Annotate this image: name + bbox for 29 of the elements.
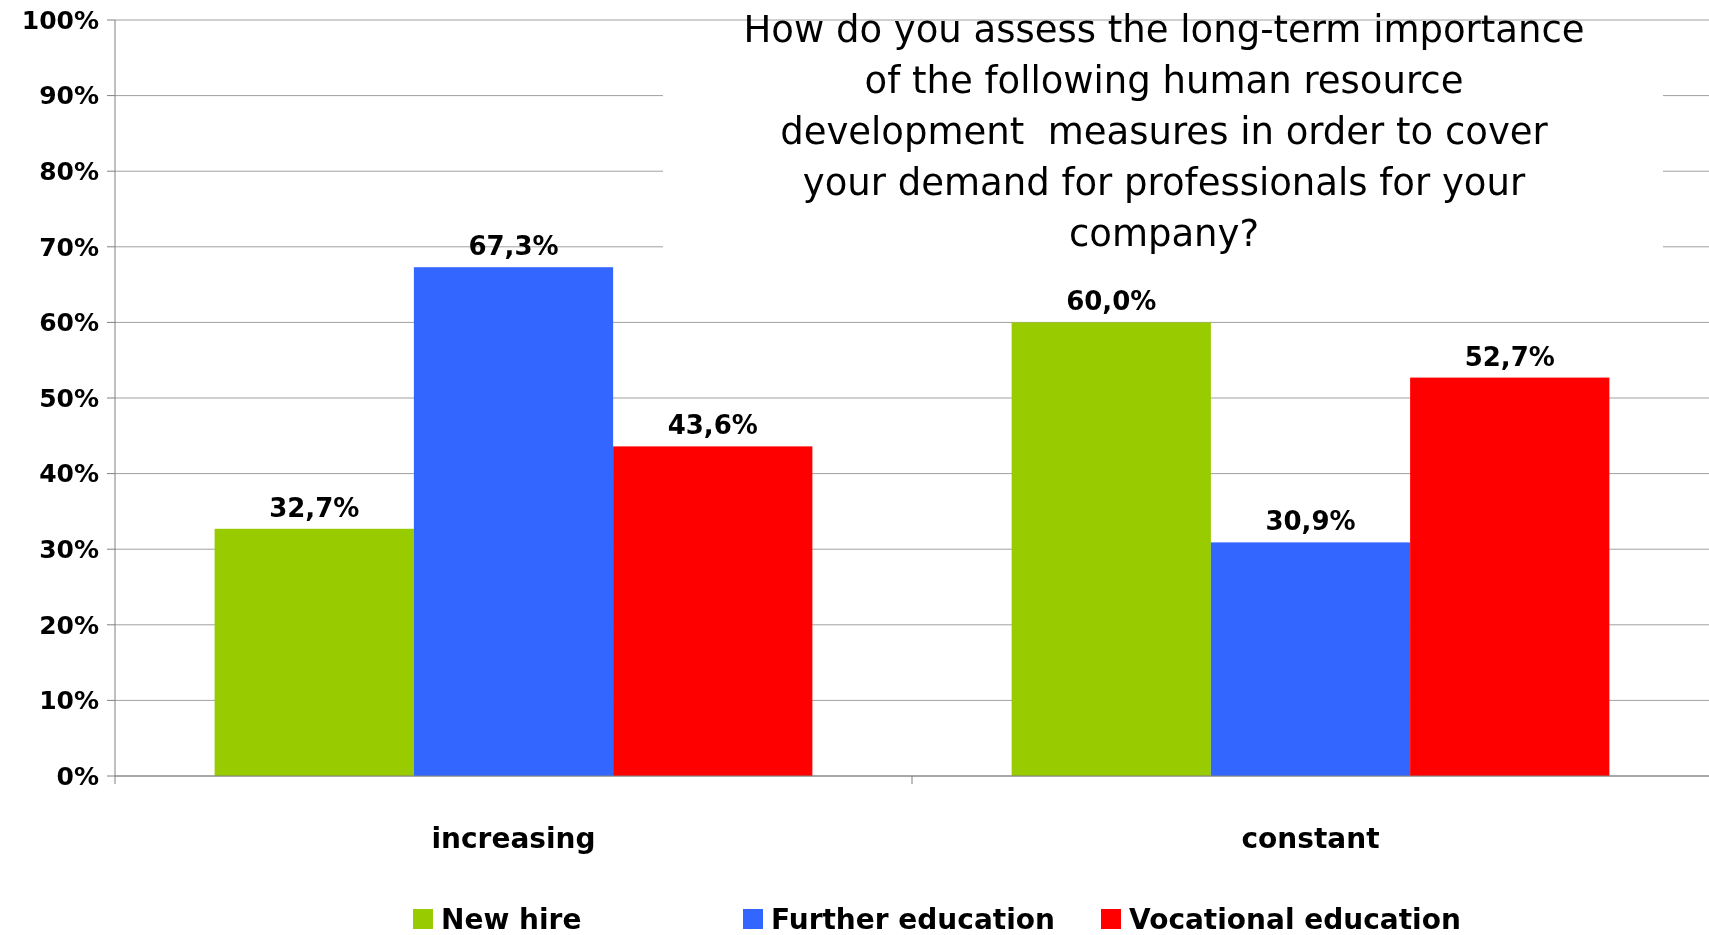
x-tick-label: constant [1241, 822, 1380, 855]
y-tick-label: 100% [21, 5, 99, 35]
text: How do you assess the long-term importance of the following human resource development measures in order to cover your demand for professionals for your company? [743, 8, 1585, 255]
y-tick-label: 60% [39, 308, 99, 338]
y-tick-label: 50% [39, 383, 99, 413]
bar [613, 446, 813, 776]
y-tick-label: 20% [39, 610, 99, 640]
data-label: 52,7% [1464, 341, 1555, 372]
y-tick-label: 30% [39, 534, 99, 564]
data-label: 30,9% [1265, 506, 1356, 537]
legend-label: Further education [771, 903, 1055, 935]
data-label: 43,6% [667, 410, 758, 441]
data-label: 67,3% [468, 231, 559, 262]
y-tick-label: 90% [39, 81, 99, 111]
bar [214, 528, 414, 776]
bar [1410, 377, 1610, 776]
y-tick-label: 0% [56, 761, 99, 791]
data-label: 32,7% [269, 492, 360, 523]
x-tick-label: increasing [431, 822, 596, 855]
bar [1210, 542, 1411, 776]
data-label: 60,0% [1066, 286, 1157, 317]
bar [413, 267, 614, 776]
y-tick-label: 10% [39, 686, 99, 716]
legend-label: New hire [441, 903, 582, 935]
y-tick-label: 80% [39, 156, 99, 186]
y-tick-label: 70% [39, 232, 99, 262]
y-tick-label: 40% [39, 459, 99, 489]
bar [1011, 322, 1211, 776]
legend-label: Vocational education [1129, 903, 1461, 935]
